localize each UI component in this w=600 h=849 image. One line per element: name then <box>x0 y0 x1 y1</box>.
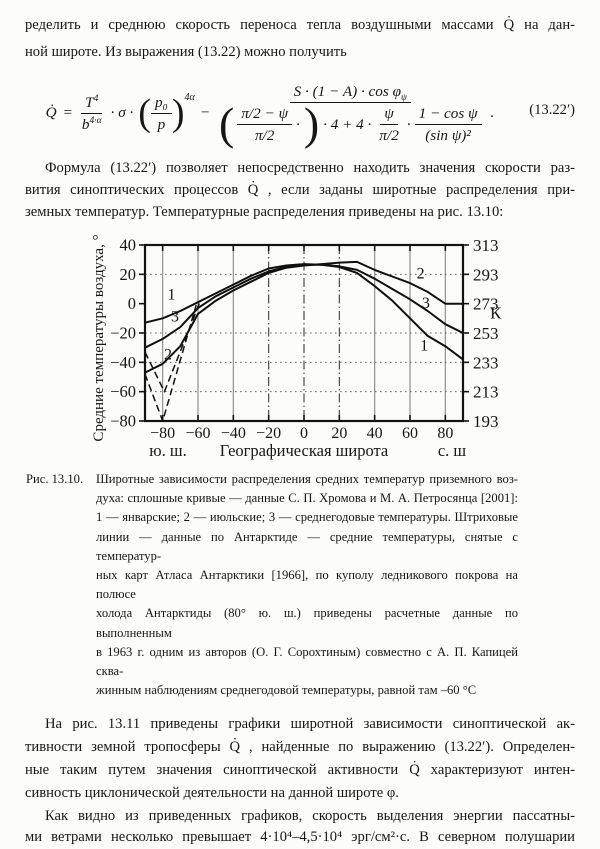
equals-sign: = <box>62 104 73 121</box>
numerator: ψ <box>380 104 398 125</box>
x-tick-label: 60 <box>402 425 418 442</box>
denominator: b <box>81 115 90 133</box>
equation-number: (13.22′) <box>529 102 575 118</box>
paragraph-formula-note: Формула (13.22′) позволяет непосредствен… <box>25 157 575 223</box>
y-tick-label-kelvin: 273 <box>473 295 499 314</box>
text-line: ной широте. Из выражения (13.22) можно п… <box>25 44 347 60</box>
y-tick-label-kelvin: 193 <box>473 412 499 431</box>
numerator: p₀ <box>150 93 172 114</box>
x-axis-title: Географическая широта <box>220 441 389 460</box>
numerator: 1 − cos ψ <box>414 104 482 125</box>
text-line: земных температур. Температурные распред… <box>25 204 504 220</box>
text-line: Формула (13.22′) позволяет непосредствен… <box>45 160 575 176</box>
y-tick-label-celsius: 40 <box>120 236 137 255</box>
caption-line: духа: сплошные кривые — данные С. П. Хро… <box>96 491 518 506</box>
caption-line: Широтные зависимости распределения средн… <box>96 472 518 486</box>
curve-label-2: 2 <box>417 266 425 283</box>
exponent: 4·α <box>89 115 102 126</box>
figure-caption-label: Рис. 13.10. <box>26 472 84 486</box>
y-tick-label-kelvin: 233 <box>473 353 499 372</box>
caption-line: жинным наблюдениям среднегодовой темпера… <box>96 683 477 698</box>
paragraph-fig-13-11: На рис. 13.11 приведены графики широтной… <box>25 713 575 805</box>
caption-line: 1 — январские; 2 — июльские; 3 — среднег… <box>96 510 518 525</box>
text-line: ные таким путем значения синоптической а… <box>25 762 575 779</box>
y-tick-label-kelvin: 313 <box>473 236 499 255</box>
north-latitude-label: с. ш <box>438 441 467 460</box>
text-line: тивности земной тропосферы Q̇ , найденны… <box>25 739 575 756</box>
big-numerator: S · (1 − A) · cos φψ <box>289 82 411 103</box>
x-tick-label: −20 <box>256 425 281 442</box>
text-line: ределить и среднюю скорость переноса теп… <box>25 17 575 33</box>
text-line: ми ветрами несколько превышает 4·10⁴–4,5… <box>25 828 575 845</box>
text-line: На рис. 13.11 приведены графики широтной… <box>45 716 575 733</box>
x-tick-label: −40 <box>221 425 246 442</box>
paragraph-intro: ределить и среднюю скорость переноса теп… <box>25 12 575 66</box>
south-latitude-label: ю. ш. <box>149 441 186 460</box>
curve-label-3: 3 <box>422 295 430 312</box>
figure-13-10: −80 −60 −40 −20 0 20 40 60 80 40 313 20 293 0 273 −20 25… <box>0 235 600 463</box>
numerator: T <box>85 93 94 111</box>
subscript: ψ <box>400 92 407 103</box>
caption-line: линии — данные по Антарктиде — средние т… <box>96 529 518 563</box>
figure-caption: Рис. 13.10. Широтные зависимости распред… <box>0 470 600 700</box>
curve-label-3: 3 <box>171 308 179 325</box>
y-tick-label-celsius: −60 <box>110 382 136 401</box>
big-denominator: ( π/2 − ψ π/2 · ) · 4 + 4 · ψ π/2 · <box>215 101 486 147</box>
x-tick-label: 40 <box>367 425 383 442</box>
x-tick-label: 80 <box>437 425 453 442</box>
denominator: π/2 <box>379 126 399 144</box>
minus-sign: − <box>199 104 210 121</box>
curve-antarctic-b <box>144 304 197 422</box>
period: . <box>490 104 495 121</box>
y-tick-label-kelvin: 293 <box>473 265 499 284</box>
denominator: (sin ψ)² <box>425 126 471 144</box>
y-axis-right-title: К <box>490 303 502 322</box>
curve-label-2: 2 <box>164 346 172 363</box>
y-tick-label-celsius: −20 <box>110 324 136 343</box>
fraction-T4-b4a: T4 b4·α <box>78 93 106 134</box>
y-tick-label-kelvin: 253 <box>473 324 499 343</box>
paragraph-trade-winds: Как видно из приведенных графиков, скоро… <box>25 806 575 849</box>
y-tick-label-celsius: −40 <box>110 353 136 372</box>
operator: · σ · <box>110 104 134 121</box>
x-tick-label: −80 <box>150 425 175 442</box>
text-line: вития синоптических процессов Q̇ , если … <box>25 182 575 198</box>
x-tick-label: 20 <box>331 425 347 442</box>
pressure-ratio-group: ( p₀ p ) 4α <box>138 91 195 134</box>
curve-label-1: 1 <box>168 286 176 303</box>
equation-13-22-prime: Q̇ = T4 b4·α · σ · ( p₀ p ) 4α − S · (1 … <box>0 69 600 157</box>
y-tick-label-celsius: −80 <box>110 412 136 431</box>
equation-lhs: Q̇ <box>45 104 57 121</box>
dot-operator: · <box>296 115 300 133</box>
caption-line: холода Антарктиды (80° ю. ш.) приведены … <box>96 606 518 640</box>
y-tick-label-celsius: 20 <box>120 265 137 284</box>
caption-line: в 1963 г. одним из авторов (О. Г. Сорохт… <box>96 644 518 679</box>
dot-operator: · <box>406 115 411 133</box>
x-tick-label: −60 <box>185 425 210 442</box>
y-tick-label-celsius: 0 <box>128 294 136 313</box>
equation-body: Q̇ = T4 b4·α · σ · ( p₀ p ) 4α − S · (1 … <box>45 82 496 147</box>
curve-antarctic-a <box>144 301 201 393</box>
x-tick-label: 0 <box>300 425 308 442</box>
exponent: 4 <box>93 93 99 104</box>
big-fraction: S · (1 − A) · cos φψ ( π/2 − ψ π/2 · ) ·… <box>215 82 486 147</box>
text-line: сивность циклонической деятельности на д… <box>25 785 399 802</box>
y-tick-label-kelvin: 213 <box>473 383 499 402</box>
operator: · 4 + 4 · <box>323 115 372 133</box>
denominator: π/2 <box>254 126 275 144</box>
denominator: p <box>157 115 166 133</box>
numerator: π/2 − ψ <box>237 104 293 125</box>
caption-line: ных карт Атласа Антарктики [1966], по ку… <box>96 568 518 602</box>
y-axis-title: Средние температуры воздуха, °С <box>91 235 107 442</box>
curve-label-1: 1 <box>420 338 428 355</box>
text-line: Как видно из приведенных графиков, скоро… <box>45 808 575 825</box>
exponent: 4α <box>184 91 195 103</box>
